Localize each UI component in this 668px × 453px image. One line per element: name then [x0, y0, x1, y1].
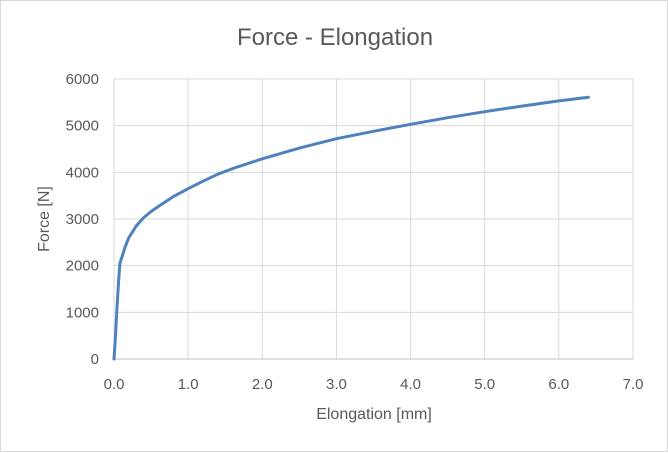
gridlines	[113, 78, 634, 360]
chart-title: Force - Elongation	[237, 24, 433, 51]
x-tick-label: 4.0	[400, 376, 421, 393]
x-axis-label: Elongation [mm]	[316, 406, 432, 423]
x-tick-label: 1.0	[178, 376, 199, 393]
series-group	[112, 95, 590, 361]
x-tick-label: 5.0	[474, 376, 495, 393]
y-tick-label: 6000	[66, 71, 99, 88]
x-tick-label: 0.0	[104, 376, 125, 393]
y-tick-label: 1000	[66, 304, 99, 321]
x-tick-label: 2.0	[252, 376, 273, 393]
x-tick-labels: 0.0 1.0 2.0 3.0 4.0 5.0 6.0 7.0	[104, 376, 644, 393]
x-tick-label: 3.0	[326, 376, 347, 393]
x-tick-label: 6.0	[548, 376, 569, 393]
y-tick-label: 0	[91, 351, 99, 368]
x-tick-label: 7.0	[623, 376, 644, 393]
y-tick-label: 3000	[66, 211, 99, 228]
y-axis-label: Force [N]	[36, 186, 53, 252]
y-tick-labels: 0 1000 2000 3000 4000 5000 6000	[66, 71, 99, 368]
y-tick-label: 4000	[66, 164, 99, 181]
y-tick-label: 2000	[66, 258, 99, 275]
y-tick-label: 5000	[66, 118, 99, 135]
series-line	[112, 95, 590, 361]
